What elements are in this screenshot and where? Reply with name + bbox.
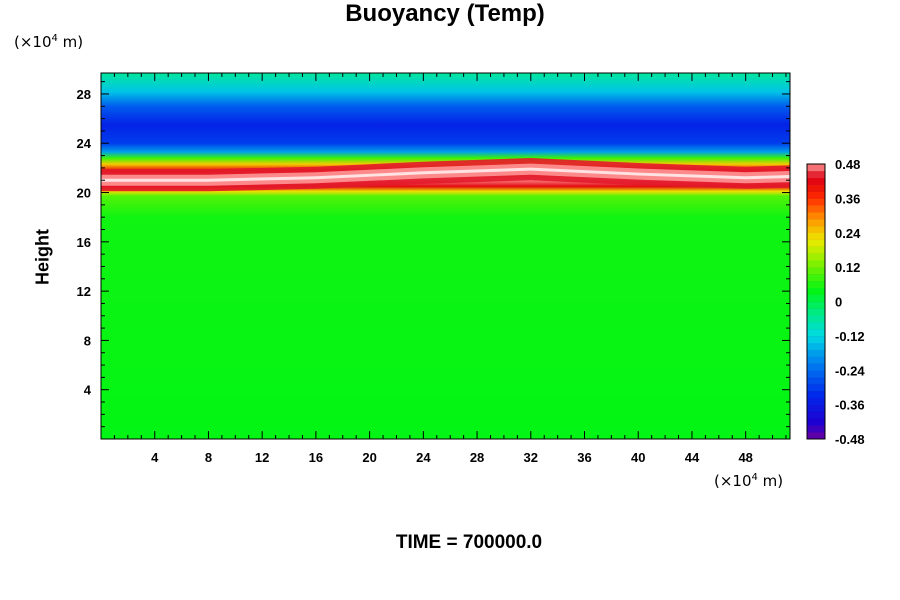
colorbar-band [807,342,825,350]
colorbar-frame [806,163,826,440]
colorbar-label: -0.24 [835,363,865,378]
time-label: TIME = 700000.0 [395,532,543,553]
colorbar-band [807,329,825,337]
colorbar-label: 0.36 [835,191,860,206]
colorbar-band [807,177,825,185]
x-axis: 4 8 12 16 20 24 28 32 36 40 44 48 [113,73,787,465]
colorbar-band [807,274,825,282]
x-tick-label: 12 [255,450,269,465]
x-tick-label: 28 [470,450,484,465]
colorbar-band [807,260,825,268]
colorbar-band [807,280,825,289]
colorbar-band [807,225,825,234]
plot-area [100,72,791,440]
colorbar-band [807,356,825,364]
colorbar-band [807,239,825,247]
colorbar-band [807,377,825,385]
colorbar-label: -0.48 [835,432,865,447]
colorbar-band [807,267,825,275]
colorbar-label: -0.12 [835,329,865,344]
x-tick-label: 40 [631,450,645,465]
colorbar-band [807,432,825,440]
colorbar-band [807,191,825,199]
y-tick-label: 20 [77,186,91,201]
colorbar-band [807,219,825,227]
x-tick-label: 4 [151,450,159,465]
y-tick-label: 28 [77,87,91,102]
y-axis: 4 8 12 16 20 24 28 [77,81,790,428]
colorbar-band [807,184,825,192]
colorbar: 0.48 0.36 0.24 0.12 0 -0.12 -0.24 -0.36 -0.48 [806,157,865,447]
x-tick-label: 20 [362,450,376,465]
colorbar-band [807,205,825,213]
y-tick-label: 4 [84,383,92,398]
heatmap-band-peak [101,167,790,182]
heatmap-band-core [101,163,790,186]
y-tick-label: 12 [77,284,91,299]
colorbar-band [807,384,825,392]
colorbar-band [807,308,825,316]
colorbar-band [807,411,825,419]
colorbar-band [807,294,825,302]
colorbar-label: 0.48 [835,157,860,172]
colorbar-label: 0.24 [835,226,861,241]
colorbar-band [807,425,825,433]
colorbar-band [807,349,825,357]
x-tick-label: 16 [309,450,323,465]
colorbar-band [807,232,825,240]
colorbar-band [807,418,825,426]
colorbar-band [807,212,825,220]
plot-frame [100,72,791,440]
colorbar-band [807,363,825,371]
y-axis-unit: (×104 m) [14,33,84,51]
colorbar-band [807,246,825,254]
colorbar-band [807,301,825,309]
colorbar-label: 0.12 [835,260,860,275]
colorbar-label: 0 [835,295,842,310]
y-tick-label: 8 [84,333,91,348]
x-tick-label: 32 [524,450,538,465]
colorbar-band [807,404,825,412]
x-tick-label: 8 [205,450,212,465]
x-tick-label: 36 [577,450,591,465]
colorbar-band [807,335,825,344]
colorbar-band [807,397,825,405]
chart-title: Buoyancy (Temp) [345,0,545,27]
x-tick-label: 24 [416,450,431,465]
colorbar-band [807,198,825,206]
colorbar-band [807,164,825,172]
colorbar-label: -0.36 [835,398,865,413]
colorbar-band [807,253,825,261]
y-tick-label: 24 [77,136,92,151]
colorbar-band [807,390,825,399]
heatmap-band-group [101,158,790,192]
colorbar-band [807,370,825,378]
colorbar-band [807,315,825,323]
colorbar-band [807,170,825,179]
colorbar-band [807,322,825,330]
x-tick-label: 44 [685,450,700,465]
y-tick-label: 16 [77,235,91,250]
x-axis-unit: (×104 m) [714,472,784,490]
x-tick-label: 48 [738,450,752,465]
heatmap-field [101,73,790,439]
colorbar-band [807,287,825,295]
